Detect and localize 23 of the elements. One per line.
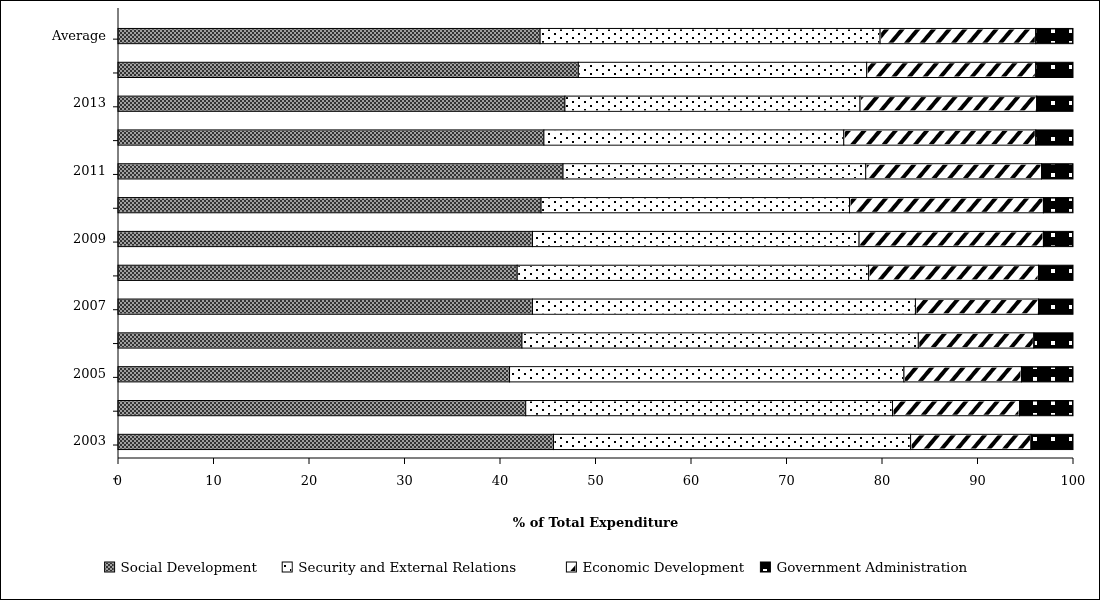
x-tick-label: 50 <box>587 473 604 488</box>
y-tick-label: 2005 <box>72 365 106 381</box>
y-tick-label: 2011 <box>72 162 106 178</box>
x-tick-label: 80 <box>873 473 891 488</box>
x-tick-label: 10 <box>205 473 222 488</box>
y-tick-label: Average <box>51 27 107 43</box>
x-tick-label: 60 <box>682 473 700 488</box>
x-tick-label: 0 <box>113 473 123 488</box>
x-tick-label: 20 <box>300 473 318 488</box>
legend-label: Economic Development <box>582 559 745 575</box>
x-tick-label: 90 <box>969 473 986 488</box>
legend-label: Security and External Relations <box>298 559 517 575</box>
y-tick-label: 2003 <box>72 433 106 449</box>
x-axis-title: % of Total Expenditure <box>512 515 679 530</box>
legend-label: Government Administration <box>776 559 968 575</box>
x-tick-label: 70 <box>778 473 795 488</box>
legend-label: Social Development <box>120 559 258 575</box>
x-tick-label: 30 <box>396 473 413 488</box>
y-tick-label: 2009 <box>72 230 106 246</box>
y-tick-label: 2013 <box>72 95 106 111</box>
x-tick-label: 40 <box>491 473 509 488</box>
y-tick-label: 2007 <box>72 298 106 314</box>
x-tick-label: 100 <box>1060 473 1086 488</box>
